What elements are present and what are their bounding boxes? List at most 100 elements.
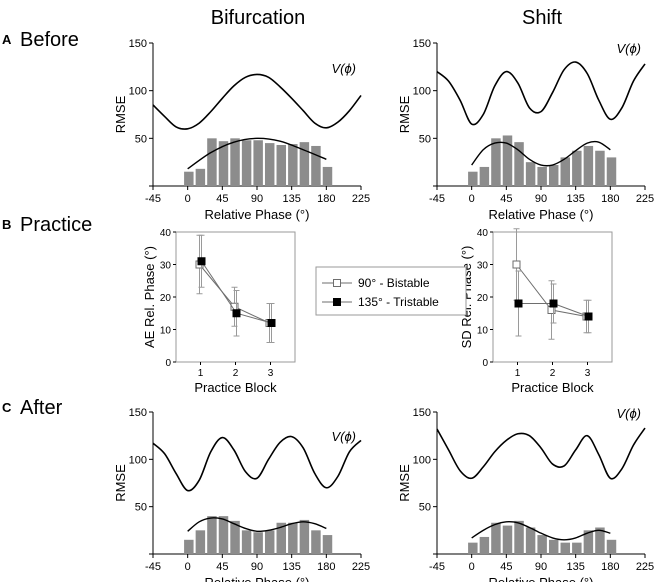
histogram-bar	[525, 162, 536, 186]
y-tick-label: 100	[129, 86, 147, 98]
x-tick-label: 135	[282, 193, 300, 205]
x-tick-label: 90	[251, 561, 263, 573]
x-tick-label: 225	[636, 193, 654, 205]
y-tick-label: 100	[413, 454, 431, 466]
histogram-bar	[195, 530, 206, 554]
histogram-bar	[299, 142, 310, 186]
histogram-bar	[468, 542, 478, 554]
histogram-bar	[502, 525, 513, 554]
x-tick-label: 0	[185, 561, 191, 573]
histogram-bar	[276, 522, 287, 554]
x-tick-label: -45	[429, 193, 445, 205]
legend-frame	[315, 266, 467, 316]
potential-label: V(ϕ)	[331, 61, 356, 76]
potential-label: V(ϕ)	[616, 41, 641, 56]
histogram-bar	[253, 532, 263, 554]
fit-curve	[471, 520, 611, 541]
potential-label: V(ϕ)	[331, 429, 356, 444]
x-axis-label: Practice Block	[511, 380, 594, 395]
histogram-bar	[322, 535, 333, 554]
fit-curve	[187, 517, 327, 533]
potential-label: V(ϕ)	[616, 406, 641, 421]
y-tick-label: 10	[160, 326, 172, 337]
data-point-marker	[232, 309, 241, 318]
histogram-bar	[491, 138, 501, 186]
x-tick-label: 0	[185, 193, 191, 205]
y-axis-label: AE Rel. Phase (°)	[142, 246, 157, 348]
histogram-bar	[560, 542, 571, 554]
legend: 90° - Bistable 135° - Tristable	[315, 266, 467, 316]
histogram-bar	[288, 144, 298, 186]
row-title-practice: Practice	[20, 214, 92, 236]
histogram-bar	[184, 539, 194, 554]
histogram-bar	[299, 519, 310, 554]
x-tick-label: 45	[216, 561, 228, 573]
row-title-before: Before	[20, 29, 79, 51]
histogram-bar	[479, 536, 490, 554]
y-tick-label: 150	[413, 38, 431, 50]
y-tick-label: 50	[419, 133, 431, 145]
x-tick-label: 0	[469, 561, 475, 573]
x-tick-label: -45	[429, 561, 445, 573]
histogram-bar	[606, 539, 617, 554]
y-tick-label: 100	[413, 86, 431, 98]
x-tick-label: 90	[251, 193, 263, 205]
row-letter-a: A	[2, 32, 12, 47]
histogram-bar	[537, 535, 547, 554]
x-tick-label: 180	[317, 193, 335, 205]
x-tick-label: 180	[317, 561, 335, 573]
x-tick-label: 0	[469, 193, 475, 205]
data-point-marker	[267, 319, 276, 327]
x-tick-label: 90	[535, 561, 547, 573]
x-tick-label: 2	[233, 368, 239, 379]
histogram-bar	[311, 530, 321, 554]
y-tick-label: 50	[419, 502, 431, 514]
histogram-bar	[560, 157, 571, 186]
x-axis-label: Relative Phase (°)	[205, 207, 310, 222]
col-title-bifurcation: Bifurcation	[211, 7, 306, 29]
histogram-bar	[595, 150, 605, 186]
y-tick-label: 30	[160, 261, 172, 272]
histogram-bar	[502, 135, 513, 186]
x-tick-label: 1	[515, 368, 521, 379]
x-tick-label: 2	[550, 368, 556, 379]
x-tick-label: 180	[601, 561, 619, 573]
histogram-bar	[322, 166, 333, 186]
y-tick-label: 150	[129, 38, 147, 50]
potential-curve	[436, 61, 646, 126]
x-tick-label: 45	[500, 561, 512, 573]
x-tick-label: 135	[566, 561, 584, 573]
histogram-bar	[241, 530, 252, 554]
y-tick-label: 10	[477, 326, 489, 337]
y-axis-label: RMSE	[113, 464, 128, 502]
x-tick-label: 3	[585, 368, 591, 379]
panel-after-bifurcation: 50 100 150 -45 0 45 90 135 180 225 Relative Phase …	[113, 407, 370, 582]
y-tick-label: 50	[135, 502, 147, 514]
y-tick-label: 20	[477, 293, 489, 304]
histogram-bar	[606, 157, 617, 186]
x-axis-label: Relative Phase (°)	[489, 207, 594, 222]
histogram-bar	[207, 516, 217, 554]
histogram-bar	[583, 530, 594, 554]
y-axis-label: RMSE	[113, 95, 128, 133]
histogram-bar	[525, 527, 536, 554]
x-tick-label: 90	[535, 193, 547, 205]
x-tick-label: 225	[352, 561, 370, 573]
histogram-bar	[276, 145, 287, 186]
y-tick-label: 0	[165, 358, 171, 369]
panel-before-shift: 50 100 150 -45 0 45 90 135 180 225 Relative Phase …	[397, 38, 654, 222]
panel-before-bifurcation: 50 100 150 -45 0 45 90 135 180 225 Relative Phase …	[113, 38, 370, 222]
histogram-bar	[264, 143, 275, 186]
y-tick-label: 50	[135, 133, 147, 145]
x-axis-label: Relative Phase (°)	[205, 575, 310, 582]
histogram-bar	[288, 522, 298, 554]
fit-curve	[471, 140, 611, 167]
x-tick-label: 45	[500, 193, 512, 205]
x-axis-label: Practice Block	[194, 380, 277, 395]
row-letter-b: B	[2, 217, 11, 232]
histogram-bar	[514, 520, 524, 554]
plot-frame	[492, 231, 613, 363]
data-point-marker	[512, 260, 521, 269]
histogram-bar	[218, 141, 229, 186]
